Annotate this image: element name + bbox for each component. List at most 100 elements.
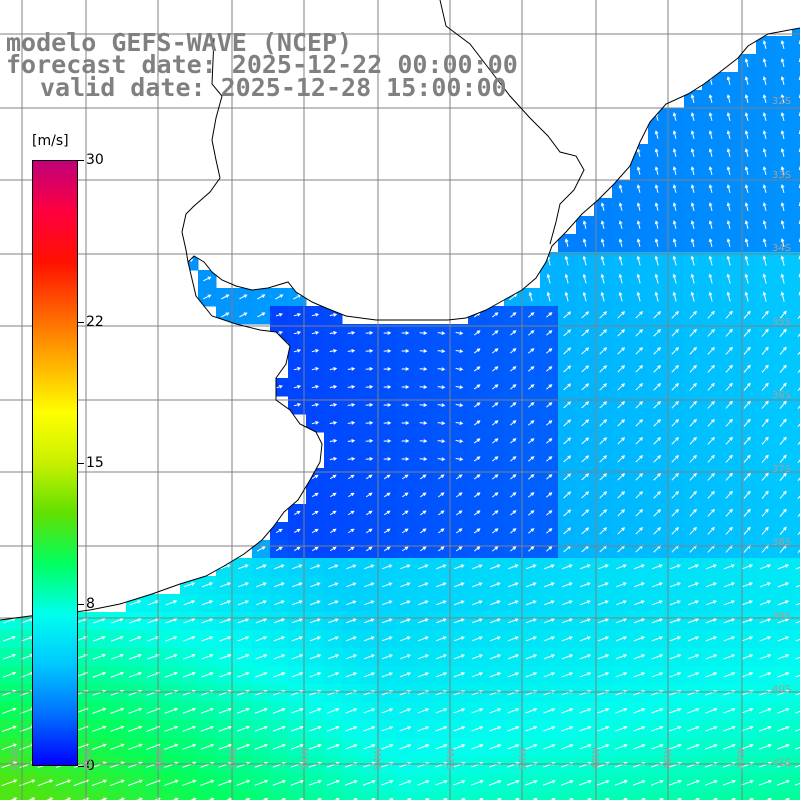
wind-arrow [528, 402, 535, 408]
wind-arrow [507, 654, 520, 660]
wind-arrow [672, 220, 677, 229]
wind-arrow [708, 220, 713, 229]
wind-arrow [687, 600, 699, 606]
wind-arrow [563, 311, 572, 319]
wind-arrow [347, 474, 355, 480]
wind-arrow [419, 439, 428, 443]
wind-arrow [744, 166, 749, 176]
wind-arrow [780, 58, 785, 68]
wind-arrow [92, 743, 107, 750]
wind-arrow [761, 382, 769, 391]
wind-arrow [599, 329, 608, 337]
wind-arrow [758, 779, 773, 786]
wind-arrow [93, 618, 106, 624]
wind-arrow [37, 779, 54, 787]
wind-arrow [633, 618, 646, 624]
wind-arrow [690, 94, 695, 103]
wind-arrow [708, 273, 713, 284]
wind-arrow [526, 582, 537, 588]
wind-speed-cell [792, 540, 800, 559]
wind-arrow [795, 602, 800, 606]
wind-arrow [347, 421, 356, 425]
wind-arrow [383, 439, 392, 443]
wind-arrow [795, 620, 800, 624]
wind-arrow [329, 367, 338, 371]
wind-arrow [454, 600, 465, 606]
wind-arrow [653, 365, 661, 373]
wind-arrow [596, 779, 610, 786]
wind-arrow [636, 220, 641, 229]
wind-arrow [725, 526, 733, 535]
wind-arrow [797, 315, 800, 319]
wind-arrow [510, 438, 517, 444]
wind-arrow [546, 456, 553, 462]
wind-arrow [474, 528, 481, 534]
wind-speed-cell [792, 288, 800, 307]
wind-arrow [257, 312, 266, 318]
wind-arrow [597, 600, 609, 606]
wind-arrow [689, 508, 697, 517]
wind-speed-cell [378, 792, 397, 800]
wind-arrow [635, 509, 644, 517]
wind-arrow [726, 130, 731, 139]
wind-arrow [563, 383, 572, 391]
wind-arrow [635, 437, 644, 445]
wind-arrow [744, 76, 749, 86]
wind-arrow [725, 346, 733, 355]
wind-arrow [329, 313, 338, 317]
wind-arrow [347, 367, 356, 371]
wind-arrow [275, 312, 284, 317]
wind-arrow [762, 238, 767, 248]
latitude-label: 33S [772, 169, 792, 181]
title-valid-date: valid date: 2025-12-28 15:00:00 [40, 73, 507, 102]
wind-arrow [183, 636, 196, 642]
colorbar-tick-mark [78, 160, 84, 161]
wind-arrow [744, 220, 749, 230]
wind-arrow [707, 436, 715, 445]
wind-arrow [777, 725, 790, 732]
wind-arrow [328, 582, 339, 588]
land-area [0, 0, 800, 620]
wind-arrow [779, 346, 787, 355]
wind-arrow [510, 546, 517, 552]
wind-arrow [437, 492, 445, 498]
wind-arrow [474, 420, 481, 426]
wind-arrow [237, 600, 250, 606]
wind-arrow [347, 349, 356, 353]
wind-arrow [347, 492, 355, 498]
wind-arrow [525, 726, 538, 732]
border-line [181, 37, 223, 263]
wind-arrow [472, 564, 483, 570]
wind-speed-cell [72, 792, 91, 800]
wind-arrow [779, 418, 787, 427]
wind-arrow [795, 728, 800, 732]
wind-arrow [563, 527, 572, 535]
wind-arrow [762, 40, 767, 50]
wind-arrow [183, 600, 196, 606]
wind-arrow [419, 403, 428, 407]
wind-arrow [310, 564, 321, 570]
wind-arrow [672, 112, 677, 121]
wind-speed-cell [792, 270, 800, 289]
wind-arrow [563, 491, 572, 499]
wind-arrow [2, 635, 16, 642]
wind-speed-cell [792, 738, 800, 757]
wind-arrow [669, 564, 681, 570]
wind-arrow [237, 582, 249, 588]
wind-arrow [744, 273, 749, 284]
wind-arrow [762, 94, 767, 104]
title-forecast-date: forecast date: 2025-12-22 00:00:00 [6, 50, 518, 79]
wind-arrow [636, 255, 641, 266]
wind-arrow [345, 672, 358, 678]
wind-arrow [275, 528, 283, 534]
wind-arrow [190, 797, 197, 800]
wind-arrow [92, 725, 107, 732]
wind-arrow [399, 726, 412, 732]
wind-speed-cell [270, 792, 289, 800]
wind-arrow [704, 779, 718, 786]
wind-arrow [165, 600, 178, 606]
wind-arrow [399, 672, 412, 678]
wind-arrow [275, 546, 283, 552]
wind-arrow [543, 618, 555, 624]
border-line [439, 0, 585, 245]
